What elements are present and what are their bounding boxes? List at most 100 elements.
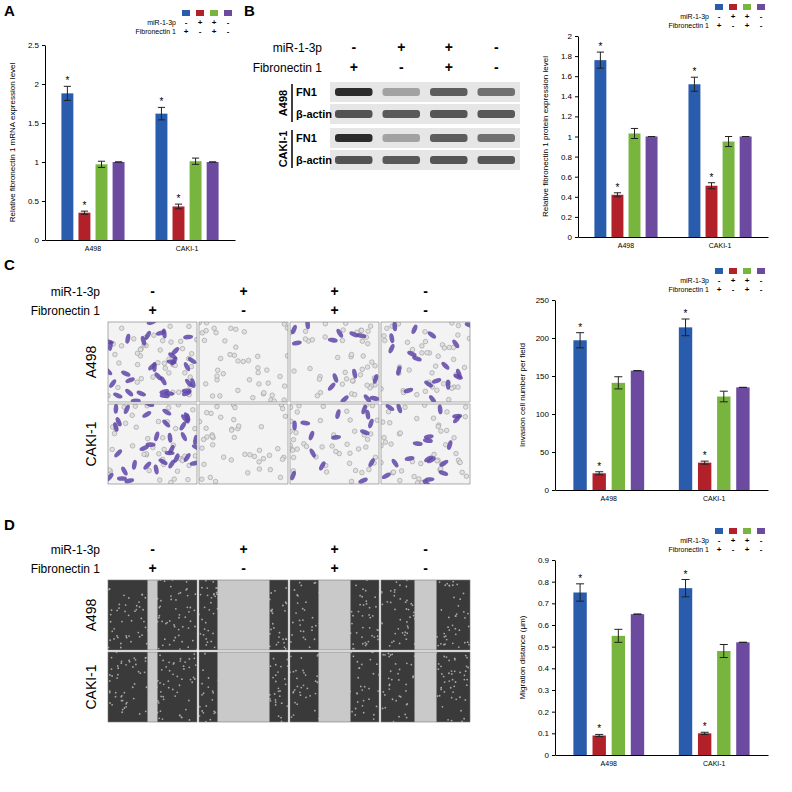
cell [452, 414, 462, 419]
speckle [117, 665, 119, 667]
cell [146, 322, 157, 326]
speckle [316, 675, 318, 677]
speckle [211, 699, 213, 701]
bar [207, 162, 219, 240]
pore [133, 404, 138, 409]
speckle [390, 670, 392, 672]
speckle [167, 680, 169, 682]
pore [381, 443, 383, 448]
speckle [117, 637, 119, 639]
pore [265, 368, 270, 373]
speckle [446, 583, 448, 585]
pore [368, 324, 373, 329]
pore [397, 432, 402, 437]
y-tick-mark [552, 625, 555, 626]
speckle [270, 592, 272, 594]
speckle [184, 661, 186, 663]
error-stem [195, 158, 196, 164]
speckle [109, 674, 111, 676]
row-bracket [291, 130, 293, 168]
cell [426, 455, 437, 464]
cell [358, 477, 369, 484]
speckle [158, 617, 160, 619]
speckle [304, 609, 306, 611]
pore [294, 430, 299, 435]
legend-sign: - [718, 12, 721, 21]
pore [163, 366, 168, 371]
speckle [303, 684, 305, 686]
y-axis-line [45, 46, 46, 241]
legend-sign: + [717, 21, 722, 30]
x-tick-label: A498 [618, 242, 634, 249]
pore [173, 426, 178, 431]
speckle [368, 688, 370, 690]
speckle [393, 595, 395, 597]
legend-swatch [729, 268, 737, 274]
speckle [195, 664, 197, 666]
speckle [195, 593, 197, 595]
condition-sign: - [423, 541, 428, 557]
condition-sign: - [241, 560, 246, 576]
speckle [443, 644, 445, 646]
speckle [185, 709, 187, 711]
cell [139, 444, 150, 452]
speckle [303, 631, 305, 633]
speckle [390, 602, 392, 604]
speckle [300, 630, 302, 632]
speckle [214, 646, 216, 648]
image-frame [108, 652, 197, 722]
speckle [297, 595, 299, 597]
speckle [456, 584, 458, 586]
speckle [279, 690, 281, 692]
speckle [382, 654, 384, 656]
cell [335, 328, 344, 339]
pore [291, 455, 296, 460]
speckle [158, 648, 160, 650]
speckle [194, 609, 196, 611]
legend-sign: + [731, 12, 736, 21]
error-stem [580, 333, 581, 348]
speckle [116, 610, 118, 612]
pore [367, 467, 372, 472]
legend-swatch [224, 10, 232, 16]
speckle [311, 629, 313, 631]
pore [282, 398, 287, 402]
speckle [296, 677, 298, 679]
speckle [363, 604, 365, 606]
y-tick-mark [552, 376, 555, 377]
speckle [306, 688, 308, 690]
speckle [382, 691, 384, 693]
pore [436, 354, 441, 359]
pore [387, 420, 392, 425]
y-tick: 0.5 [28, 197, 45, 206]
speckle [181, 717, 183, 719]
error-bar [633, 370, 641, 371]
speckle [448, 617, 450, 619]
speckle [399, 668, 401, 670]
error-cap [720, 391, 728, 392]
error-cap [98, 161, 105, 162]
speckle [130, 641, 132, 643]
pore [365, 437, 370, 442]
chart: 00.511.522.5A498CAKI-1Relative fibronect… [8, 10, 236, 252]
speckle [352, 648, 354, 650]
speckle [203, 692, 205, 694]
cell [327, 381, 337, 392]
speckle [405, 601, 407, 603]
condition-sign: - [351, 39, 356, 55]
speckle [366, 603, 368, 605]
pore [151, 375, 156, 380]
speckle [294, 689, 296, 691]
cell [367, 457, 376, 468]
speckle [303, 636, 305, 638]
error-bar [720, 391, 728, 402]
cell [117, 476, 127, 481]
wound-gap [218, 580, 270, 650]
speckle [160, 691, 162, 693]
speckle [163, 683, 165, 685]
y-tick-label: 1.8 [561, 52, 573, 61]
pore [352, 392, 357, 397]
pore [303, 337, 308, 342]
bar [740, 137, 752, 238]
speckle [213, 593, 215, 595]
